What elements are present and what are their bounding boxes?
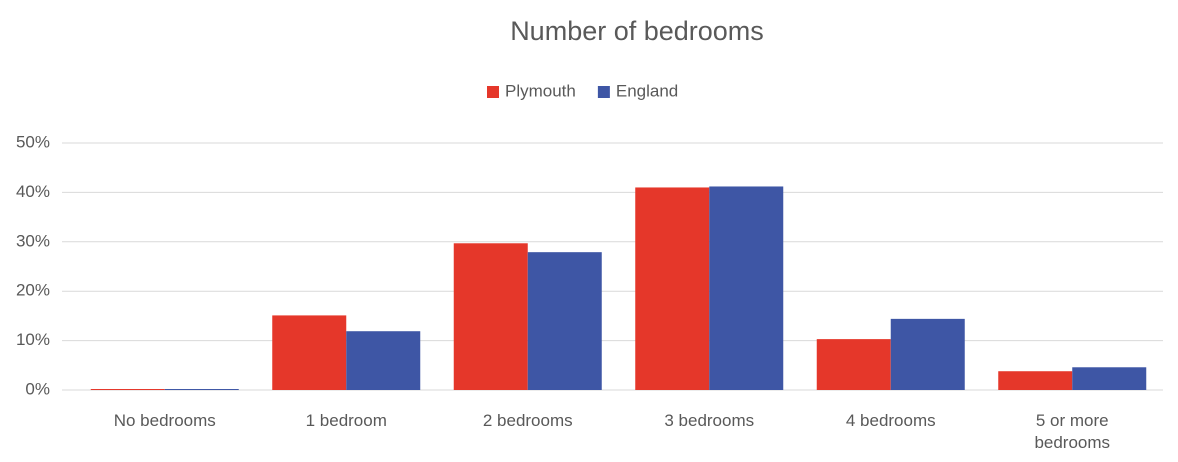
y-tick-label: 10% [16, 330, 50, 349]
y-tick-label: 0% [25, 379, 50, 398]
bar [998, 371, 1073, 390]
y-tick-label: 20% [16, 281, 50, 300]
legend-label: England [616, 81, 678, 100]
bar [90, 389, 165, 391]
bar [453, 243, 528, 390]
x-tick-label: 1 bedroom [305, 411, 387, 430]
x-tick-label: 4 bedrooms [845, 411, 936, 430]
x-tick-label: 3 bedrooms [664, 411, 755, 430]
chart-title: Number of bedrooms [510, 16, 764, 46]
bar [527, 252, 602, 390]
bar [709, 186, 784, 390]
x-tick-label: 5 or more bedrooms [1034, 411, 1111, 452]
bar [816, 339, 891, 390]
y-tick-label: 50% [16, 132, 50, 151]
x-tick-label: 2 bedrooms [482, 411, 573, 430]
bar [272, 315, 347, 390]
legend-swatch [597, 86, 610, 98]
bar [890, 318, 965, 390]
bar [635, 187, 710, 390]
bar [164, 389, 239, 391]
y-tick-label: 30% [16, 231, 50, 250]
bar [1072, 367, 1147, 390]
legend-swatch [487, 86, 499, 98]
legend-label: Plymouth [505, 81, 576, 100]
x-tick-label: No bedrooms [113, 411, 216, 430]
y-tick-label: 40% [16, 182, 50, 201]
bar [346, 331, 421, 390]
